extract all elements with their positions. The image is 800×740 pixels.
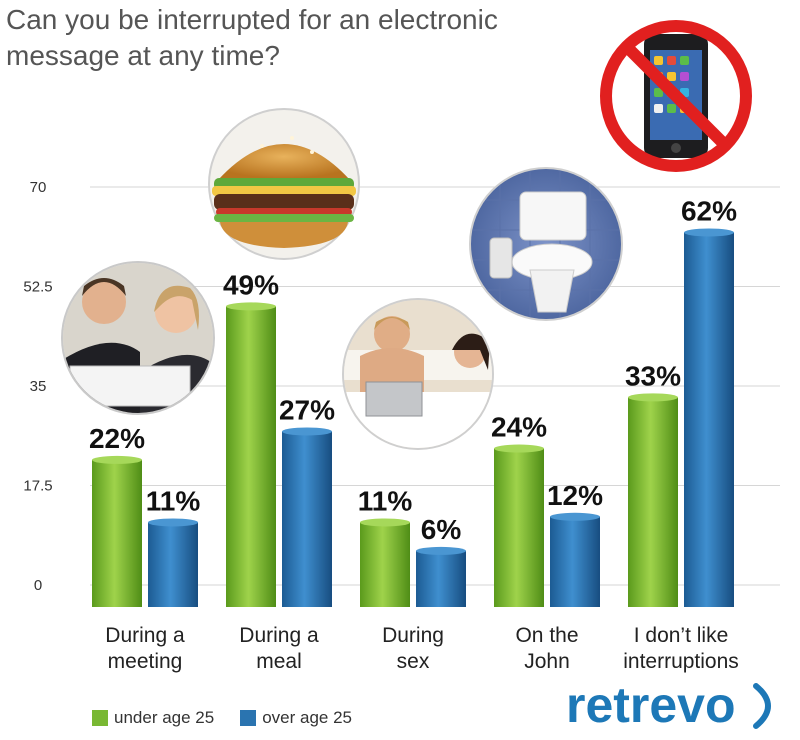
x-category-label: During	[382, 624, 444, 647]
bar	[92, 459, 142, 607]
meeting-photo-icon	[61, 261, 215, 415]
toilet-icon	[469, 167, 623, 321]
bar	[226, 306, 276, 607]
bar-data-label: 24%	[491, 412, 547, 443]
y-axis-ticks: 0 17.5 35 52.5 70	[23, 179, 52, 594]
chart-title: Can you be interrupted for an electronic…	[6, 4, 498, 71]
bar-cap	[148, 518, 198, 527]
burger-icon	[208, 108, 360, 260]
legend-swatch-green	[92, 710, 108, 726]
couple-bed-icon	[342, 298, 494, 450]
data-labels: 22%11%49%27%11%6%24%12%33%62%	[89, 195, 737, 544]
legend: under age 25 over age 25	[92, 708, 378, 728]
bar	[360, 522, 410, 607]
bar	[282, 431, 332, 607]
legend-item-over-25: over age 25	[240, 708, 352, 728]
x-category-label: John	[524, 650, 570, 673]
y-tick-label: 0	[34, 577, 42, 594]
legend-label: under age 25	[114, 708, 215, 727]
bar-data-label: 11%	[358, 485, 413, 516]
bar-cap	[628, 393, 678, 402]
bar-data-label: 6%	[421, 514, 462, 545]
bar-cap	[684, 228, 734, 237]
x-category-label: meeting	[108, 650, 183, 673]
x-category-label: On the	[515, 624, 578, 647]
y-tick-label: 70	[30, 179, 47, 196]
x-category-label: During a	[105, 624, 185, 647]
brand-arc-icon	[753, 683, 771, 729]
bar-cap	[494, 444, 544, 453]
bar	[684, 232, 734, 607]
legend-label: over age 25	[262, 708, 352, 727]
bar	[416, 550, 466, 607]
x-category-label: meal	[256, 650, 302, 673]
bar-cap	[226, 302, 276, 311]
bar-data-label: 12%	[547, 480, 603, 511]
bar	[628, 397, 678, 607]
bar-data-label: 22%	[89, 423, 145, 454]
brand-logo: retrevo	[566, 677, 736, 733]
bar	[494, 448, 544, 607]
x-axis-categories: During a meeting During a meal During sex On t…	[105, 624, 738, 673]
x-category-label: I don’t like	[634, 624, 729, 647]
bar-data-label: 62%	[681, 195, 737, 226]
y-tick-label: 35	[30, 378, 47, 395]
y-tick-label: 52.5	[23, 279, 52, 296]
no-phone-icon	[600, 20, 752, 172]
bar	[148, 522, 198, 607]
legend-item-under-25: under age 25	[92, 708, 214, 728]
x-category-label: sex	[397, 650, 430, 673]
bar-cap	[92, 455, 142, 464]
y-tick-label: 17.5	[23, 478, 52, 495]
bar-data-label: 49%	[223, 269, 279, 300]
bar-cap	[550, 512, 600, 521]
bars	[92, 228, 734, 607]
x-category-label: interruptions	[623, 650, 739, 673]
bar-data-label: 27%	[279, 394, 335, 425]
bar-cap	[360, 518, 410, 527]
bar-cap	[416, 546, 466, 555]
x-category-label: During a	[239, 624, 319, 647]
bar	[550, 516, 600, 607]
bar-data-label: 11%	[146, 485, 201, 516]
legend-swatch-blue	[240, 710, 257, 726]
bar-data-label: 33%	[625, 360, 681, 391]
bar-cap	[282, 427, 332, 436]
